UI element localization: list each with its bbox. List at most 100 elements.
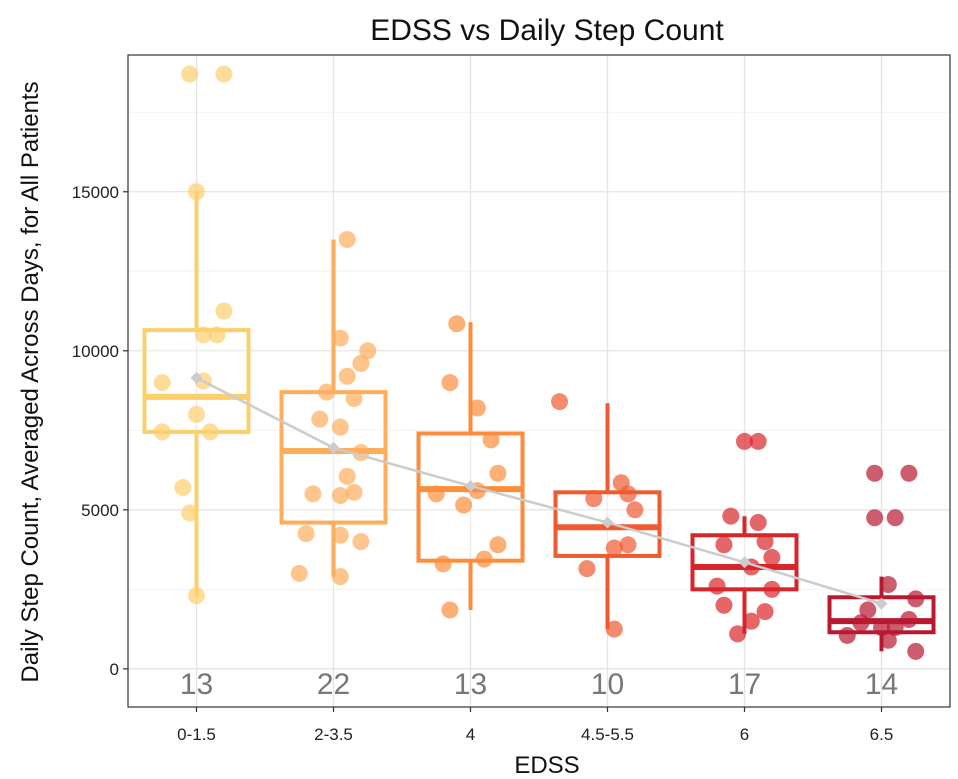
x-tick-label: 4.5-5.5	[581, 725, 634, 744]
data-point	[708, 577, 726, 595]
data-point	[201, 423, 219, 441]
count-label: 22	[317, 668, 350, 701]
data-point	[331, 486, 349, 504]
data-point	[605, 539, 623, 557]
y-tick-label: 5000	[81, 501, 119, 520]
data-point	[441, 601, 459, 619]
data-point	[873, 618, 890, 636]
data-point	[208, 326, 226, 344]
data-point	[489, 464, 507, 482]
count-label: 10	[591, 668, 624, 701]
x-tick-label: 6.5	[870, 725, 894, 744]
mean-marker	[327, 441, 340, 454]
count-label: 13	[180, 668, 213, 701]
mean-marker	[601, 516, 614, 529]
mean-marker	[464, 479, 477, 492]
data-point	[153, 374, 171, 392]
data-point	[763, 580, 781, 598]
data-point	[879, 576, 897, 594]
data-point	[352, 533, 370, 551]
y-tick-label: 0	[110, 660, 119, 679]
x-tick-label: 2-3.5	[314, 725, 353, 744]
data-point	[578, 560, 596, 578]
data-point	[729, 625, 747, 643]
data-point	[749, 432, 767, 450]
data-point	[626, 501, 644, 519]
data-point	[352, 355, 370, 373]
data-point	[749, 514, 767, 532]
count-label: 13	[454, 668, 487, 701]
data-point	[715, 536, 733, 554]
data-point	[742, 612, 760, 630]
data-point	[852, 614, 870, 632]
data-point	[900, 464, 918, 482]
mean-marker	[875, 597, 888, 610]
count-label: 17	[728, 668, 761, 701]
data-point	[886, 509, 904, 527]
data-point	[468, 399, 486, 417]
data-point	[181, 504, 199, 522]
data-point	[359, 342, 377, 360]
data-point	[338, 230, 356, 248]
data-point	[455, 496, 473, 514]
data-point	[605, 620, 623, 638]
data-point	[585, 490, 603, 508]
data-point	[311, 410, 329, 428]
data-point	[619, 536, 637, 554]
chart-title: EDSS vs Daily Step Count	[370, 14, 724, 47]
x-axis-title: EDSS	[514, 752, 579, 779]
mean-marker	[738, 556, 751, 569]
y-tick-label: 15000	[72, 183, 119, 202]
data-point	[551, 393, 569, 411]
data-point	[153, 423, 171, 441]
data-point	[338, 467, 356, 485]
y-tick-label: 10000	[72, 342, 119, 361]
data-point	[174, 479, 192, 497]
data-point	[489, 536, 507, 554]
data-point	[715, 596, 733, 614]
data-point	[215, 65, 233, 83]
data-point	[482, 431, 500, 449]
data-point	[866, 509, 884, 527]
data-point	[338, 367, 356, 385]
data-point	[188, 183, 205, 201]
data-point	[838, 626, 856, 644]
data-point	[427, 485, 445, 503]
data-point	[194, 326, 212, 344]
data-point	[331, 568, 349, 586]
mean-marker	[190, 371, 203, 384]
x-tick-label: 6	[740, 725, 749, 744]
data-point	[188, 405, 205, 423]
data-point	[331, 329, 349, 347]
plot-area: 0 5000 10000 15000 0-1.5 2-3.5 4 4.5-5.5 6 6.5 13 2…	[72, 54, 951, 744]
data-point	[297, 525, 315, 543]
data-point	[188, 587, 205, 605]
data-point	[859, 601, 877, 619]
data-point	[886, 618, 904, 636]
plot-border	[127, 54, 951, 708]
data-point	[900, 611, 918, 629]
data-point	[736, 432, 753, 450]
data-point	[215, 302, 233, 320]
x-tick-label: 4	[466, 725, 475, 744]
data-point	[331, 418, 349, 436]
data-point	[475, 550, 493, 568]
y-axis-title: Daily Step Count, Averaged Across Days, …	[17, 81, 44, 682]
data-point	[448, 315, 466, 333]
data-point	[434, 555, 452, 573]
data-point	[722, 507, 740, 525]
data-point	[907, 642, 925, 660]
data-point	[318, 383, 336, 401]
data-point	[907, 590, 925, 608]
data-point	[866, 464, 884, 482]
mean-line	[195, 376, 882, 605]
data-point	[619, 485, 637, 503]
data-point	[756, 533, 774, 551]
data-point	[345, 483, 363, 501]
data-point	[304, 485, 322, 503]
x-tick-label: 0-1.5	[177, 725, 216, 744]
count-label: 14	[865, 668, 898, 701]
data-point	[181, 65, 199, 83]
data-point	[290, 564, 308, 582]
